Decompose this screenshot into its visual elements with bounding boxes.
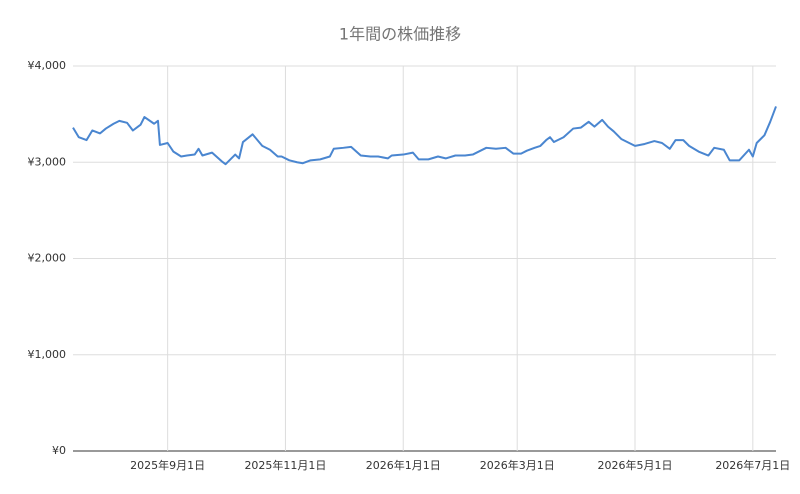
x-tick-label: 2026年7月1日: [715, 458, 790, 472]
y-tick-label: ¥1,000: [28, 348, 67, 361]
x-tick-label: 2026年5月1日: [598, 458, 673, 472]
y-tick-label: ¥2,000: [28, 252, 67, 265]
line: [72, 106, 777, 166]
y-tick-label: ¥4,000: [28, 59, 67, 72]
y-tick-label: ¥3,000: [28, 155, 67, 168]
x-tick-label: 2025年9月1日: [130, 458, 205, 472]
y-tick-label: ¥0: [52, 444, 66, 457]
x-tick-label: 2026年1月1日: [366, 458, 441, 472]
chart-title: 1年間の株価推移: [339, 25, 461, 44]
x-tick-label: 2025年11月1日: [244, 458, 326, 472]
x-tick-label: 2026年3月1日: [480, 458, 555, 472]
